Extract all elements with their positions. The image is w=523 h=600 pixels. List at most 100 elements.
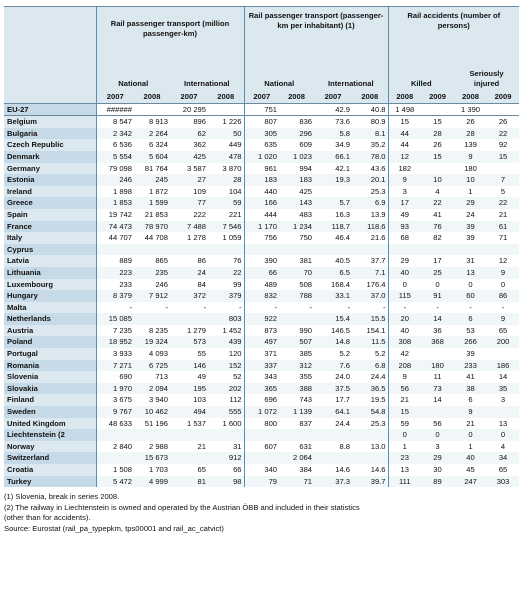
value-cell: 59 bbox=[387, 417, 422, 430]
value-cell bbox=[170, 243, 208, 256]
value-cell: 208 bbox=[387, 359, 422, 372]
value-cell: 44 708 bbox=[144, 233, 168, 243]
value-cell: 78 970 bbox=[134, 220, 170, 233]
value-cell: - bbox=[243, 301, 280, 314]
value-cell: 508 bbox=[299, 279, 313, 289]
table-row: Sweden 9 767 10 462 494 555 1 072 1 139 64.1 54.… bbox=[4, 406, 520, 418]
value-cell: 37.7 bbox=[370, 256, 386, 266]
value-cell: 5 554 bbox=[95, 150, 134, 163]
value-cell: 497 bbox=[243, 336, 280, 349]
value-cell: 837 bbox=[299, 418, 313, 428]
value-cell: 200 bbox=[487, 336, 520, 349]
value-cell bbox=[421, 163, 454, 175]
value-cell bbox=[314, 429, 353, 441]
value-cell: - bbox=[203, 302, 206, 312]
value-cell: 832 bbox=[243, 290, 280, 302]
footnote-2-continued: (other than for accidents). bbox=[4, 513, 91, 523]
value-cell: 8 379 bbox=[95, 290, 134, 302]
value-cell: 25.3 bbox=[370, 186, 386, 196]
value-cell: 17 bbox=[387, 197, 422, 209]
value-cell: 4 093 bbox=[148, 349, 168, 359]
value-cell: 3 bbox=[500, 395, 506, 405]
value-cell: 865 bbox=[155, 256, 168, 266]
value-cell: 120 bbox=[228, 349, 242, 359]
value-cell: 22 bbox=[487, 127, 520, 140]
value-cell: 93 bbox=[387, 220, 422, 233]
value-cell: 17 bbox=[433, 256, 442, 266]
value-cell: 961 bbox=[243, 162, 280, 175]
value-cell: 43.6 bbox=[370, 163, 386, 173]
country-label: Italy bbox=[4, 232, 96, 244]
value-cell: 66 bbox=[243, 266, 280, 279]
value-cell: 41 bbox=[433, 209, 442, 219]
value-cell: 3 933 bbox=[95, 348, 134, 360]
value-cell: 9 bbox=[487, 266, 520, 279]
value-cell: 27 bbox=[170, 174, 208, 186]
value-cell: 20 295 bbox=[170, 103, 208, 117]
value-cell: 11 bbox=[433, 372, 442, 382]
value-cell: 7.1 bbox=[352, 266, 389, 279]
table-row: Slovakia 1 970 2 094 195 202 365 388 37.5 36.5 56… bbox=[4, 382, 520, 395]
value-cell bbox=[208, 243, 245, 256]
value-cell: 71 bbox=[279, 475, 315, 488]
country-label: Luxembourg bbox=[4, 278, 96, 291]
value-cell: 1 703 bbox=[148, 465, 168, 474]
value-cell: 51 196 bbox=[144, 418, 168, 428]
value-cell: 1 279 bbox=[186, 325, 206, 335]
country-label: Ireland bbox=[4, 185, 96, 198]
country-label: Liechtenstein (2 bbox=[4, 429, 96, 441]
rail-statistics-table: Rail passenger transport (million passen… bbox=[4, 6, 520, 488]
country-label: Norway bbox=[4, 440, 96, 453]
value-cell: 14 bbox=[421, 313, 455, 325]
value-cell: 29 bbox=[421, 452, 455, 464]
table-row: Germany 79 098 81 764 3 587 3 870 961 994 42.1 4… bbox=[4, 162, 519, 175]
value-cell: 25 bbox=[421, 266, 455, 279]
table-row: Liechtenstein (2 0 0 0 0 bbox=[4, 429, 520, 441]
value-cell: 1 853 bbox=[95, 197, 134, 209]
value-cell: 385 bbox=[299, 349, 313, 359]
national-header-2: National bbox=[243, 65, 315, 91]
table-row: Hungary 8 379 7 912 372 379 832 788 33.1 37.0 115… bbox=[4, 290, 520, 302]
year-header: 2008 bbox=[454, 91, 488, 104]
value-cell: 5 bbox=[500, 186, 506, 196]
table-row: Turkey 5 472 4 999 81 98 79 71 37.3 39.7 111 89 247… bbox=[4, 475, 520, 488]
value-cell: 13 bbox=[454, 266, 488, 279]
value-cell: 873 bbox=[243, 324, 280, 337]
value-cell: 751 bbox=[243, 103, 280, 117]
value-cell: 800 bbox=[243, 417, 280, 430]
value-cell bbox=[279, 243, 315, 256]
value-cell: 2 988 bbox=[148, 441, 168, 451]
value-cell: 65 bbox=[498, 325, 508, 335]
country-label: Germany bbox=[4, 162, 96, 175]
value-cell: 362 bbox=[193, 140, 206, 150]
value-cell bbox=[170, 452, 208, 464]
value-cell: 64.1 bbox=[314, 406, 353, 418]
value-cell: 573 bbox=[170, 336, 208, 349]
value-cell: 71 bbox=[498, 233, 508, 243]
value-cell: 112 bbox=[229, 395, 242, 405]
value-cell: 15 085 bbox=[95, 313, 134, 325]
value-cell: 368 bbox=[421, 336, 455, 349]
value-cell: 246 bbox=[155, 279, 168, 289]
value-cell: 34.9 bbox=[335, 140, 351, 150]
value-cell bbox=[487, 163, 519, 175]
value-cell: 1 498 bbox=[387, 103, 422, 117]
value-cell: - bbox=[95, 301, 134, 314]
table-row: Poland 18 952 19 324 573 439 497 507 14.8 11.5 30… bbox=[4, 336, 520, 349]
value-cell: 7 bbox=[487, 174, 520, 186]
value-cell: 37.3 bbox=[314, 475, 353, 488]
country-label: Finland bbox=[4, 394, 96, 407]
value-cell: 21 bbox=[197, 441, 206, 451]
value-cell: 9 bbox=[454, 406, 488, 418]
value-cell: 182 bbox=[387, 162, 422, 175]
value-cell: 91 bbox=[421, 290, 455, 302]
table-row: Lithuania 223 235 24 22 66 70 6.5 7.1 40 25 13 9 bbox=[4, 266, 520, 279]
value-cell: 713 bbox=[155, 372, 168, 382]
seriously-injured-header: Seriously injured bbox=[454, 65, 520, 91]
value-cell: 9 bbox=[387, 174, 422, 186]
value-cell: 8 547 bbox=[95, 115, 134, 128]
value-cell: 18 952 bbox=[95, 336, 134, 349]
year-header: 2007 bbox=[314, 91, 353, 104]
value-cell: 19.3 bbox=[314, 174, 353, 186]
value-cell: 35 bbox=[487, 382, 520, 395]
